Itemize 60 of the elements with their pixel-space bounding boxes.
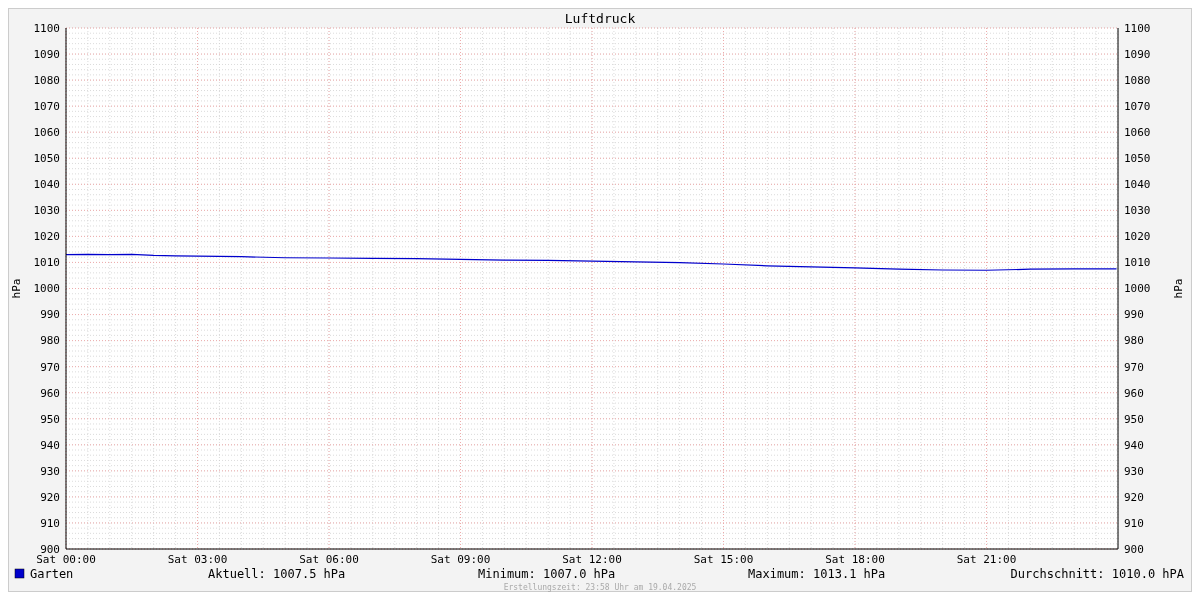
- y-tick-label: 1090: [33, 47, 60, 61]
- y-tick-label: 1070: [33, 100, 60, 113]
- y-tick-label: 970: [40, 360, 60, 374]
- y-tick-label: 1000: [33, 282, 60, 296]
- y-tick-label: 950: [40, 412, 60, 426]
- text: Erstellungszeit: 23:58 Uhr am 19.04.2025: [503, 583, 697, 592]
- x-tick-label: Sat 15:00: [693, 553, 754, 566]
- text: Aktuell: 1007.5 hPa: [208, 567, 346, 581]
- y-tick-label: 900: [40, 542, 60, 556]
- line-series: [65, 253, 1118, 271]
- y-tick-label: 960: [40, 386, 60, 400]
- y2-tick-label: 1090: [1124, 47, 1151, 61]
- text: Durchschnitt: 1010.0 hPA: [1010, 567, 1185, 581]
- y-axis-title: hPa: [10, 278, 23, 299]
- y2-tick-label: 1070: [1124, 100, 1151, 113]
- x-tick-label: Sat 03:00: [167, 553, 228, 566]
- y2-tick-label: 990: [1124, 308, 1144, 322]
- y-tick-label: 1040: [33, 178, 60, 192]
- y2-tick-label: 940: [1124, 438, 1144, 452]
- y2-tick-label: 960: [1124, 386, 1144, 400]
- text: Minimum: 1007.0 hPa: [478, 567, 616, 581]
- y2-tick-label: 1060: [1124, 126, 1151, 140]
- y2-tick-label: 1030: [1124, 204, 1151, 218]
- y2-tick-label: 950: [1124, 412, 1144, 426]
- x-tick-label: Sat 09:00: [430, 553, 491, 566]
- y-tick-label: 990: [40, 308, 60, 322]
- y-tick-label: 1050: [33, 152, 60, 166]
- y2-tick-label: 1040: [1124, 178, 1151, 192]
- y2-tick-label: 970: [1124, 360, 1144, 374]
- y2-tick-label: 1100: [1124, 21, 1151, 35]
- y2-tick-label: 1000: [1124, 282, 1151, 296]
- y2-tick-label: 1010: [1124, 256, 1151, 270]
- chart-title: Luftdruck: [564, 11, 636, 26]
- y-tick-label: 920: [40, 490, 60, 504]
- legend-label: Garten: [30, 567, 74, 581]
- x-tick-label: Sat 21:00: [956, 553, 1017, 566]
- y-tick-label: 1060: [33, 126, 60, 140]
- y-tick-label: 1080: [33, 73, 60, 87]
- y-tick-label: 1010: [33, 256, 60, 270]
- y2-tick-label: 1080: [1124, 73, 1151, 87]
- y-tick-label: 1020: [33, 230, 60, 244]
- y2-tick-label: 1020: [1124, 230, 1151, 244]
- x-tick-label: Sat 18:00: [825, 553, 885, 566]
- x-tick-label: Sat 00:00: [36, 553, 96, 566]
- y-tick-label: 980: [40, 334, 60, 348]
- y2-tick-label: 920: [1124, 490, 1144, 504]
- text: Maximum: 1013.1 hPa: [748, 567, 886, 581]
- y2-tick-label: 930: [1124, 464, 1144, 478]
- y-tick-label: 940: [40, 438, 60, 452]
- y2-tick-label: 980: [1124, 334, 1144, 348]
- y2-tick-label: 900: [1124, 542, 1144, 556]
- x-tick-label: Sat 12:00: [562, 553, 622, 566]
- x-tick-label: Sat 06:00: [299, 553, 359, 566]
- y-tick-label: 930: [40, 464, 60, 478]
- y-tick-label: 1100: [33, 21, 60, 35]
- y-tick-label: 1030: [33, 204, 60, 218]
- y2-axis-title: hPa: [1172, 278, 1185, 299]
- y2-tick-label: 1050: [1124, 152, 1151, 166]
- y-tick-label: 910: [40, 516, 60, 530]
- y2-tick-label: 910: [1124, 516, 1144, 530]
